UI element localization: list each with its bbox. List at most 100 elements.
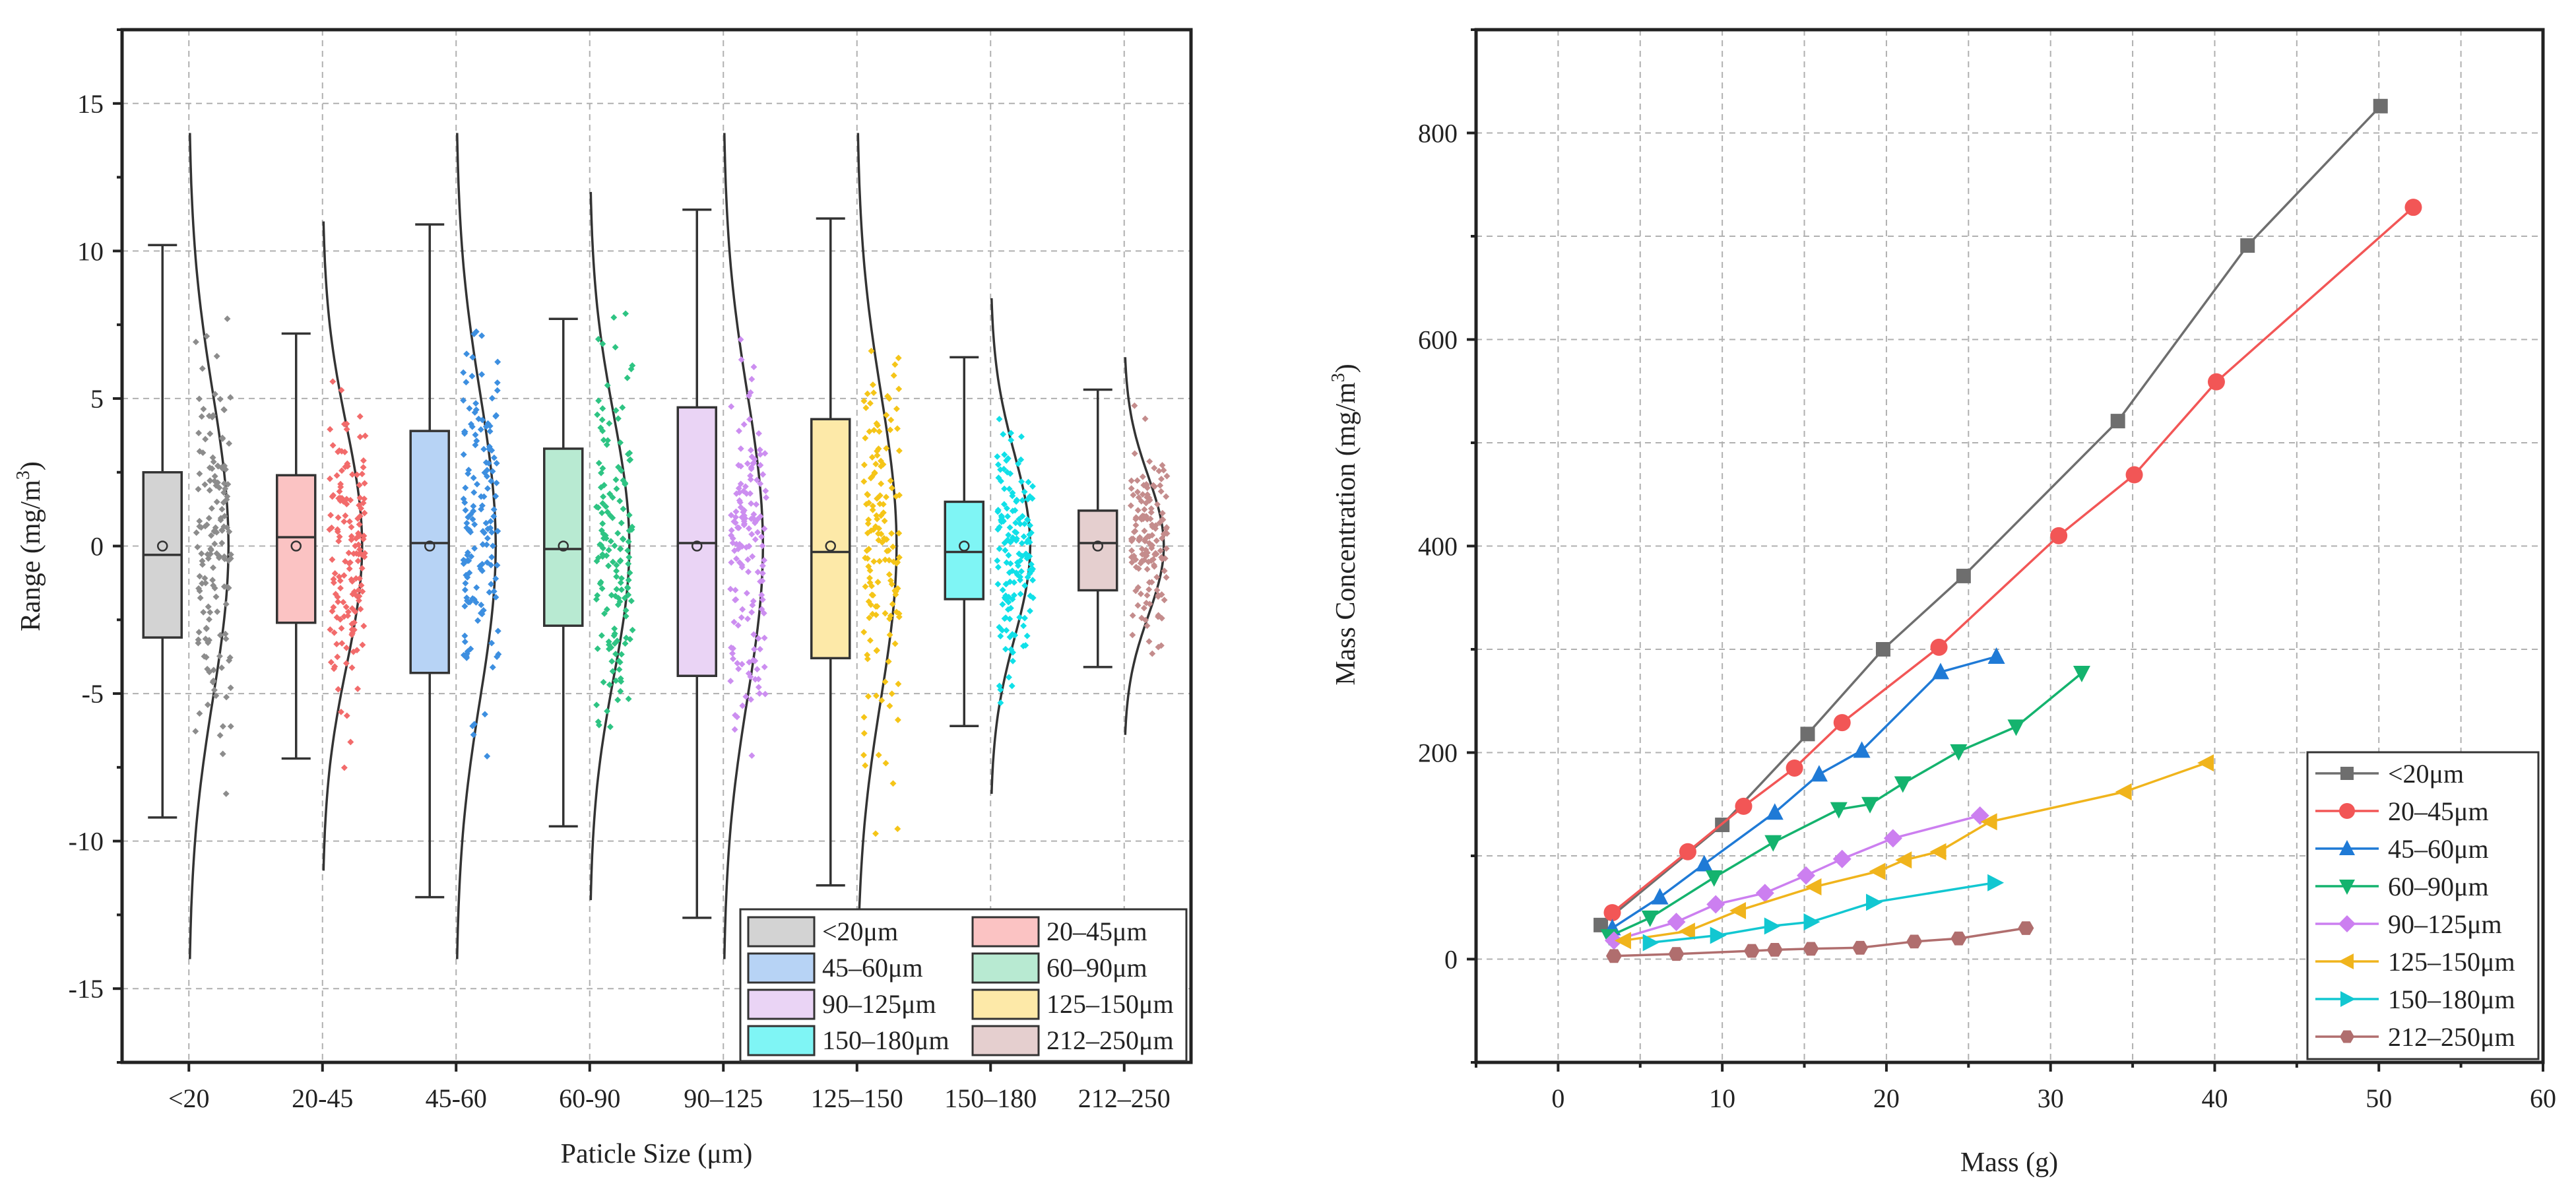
scatter-point <box>756 690 763 697</box>
scatter-point <box>996 682 1003 690</box>
scatter-point <box>625 560 632 567</box>
mean-marker <box>157 540 168 552</box>
scatter-point <box>338 639 346 647</box>
scatter-point <box>740 512 748 519</box>
scatter-point <box>626 635 633 643</box>
scatter-point <box>731 726 738 733</box>
scatter-point <box>860 478 868 485</box>
scatter-point <box>887 577 894 584</box>
scatter-point <box>873 692 880 699</box>
marker-triangle-up <box>1766 803 1784 820</box>
scatter-point <box>1157 482 1164 489</box>
marker-triangle-up <box>1853 741 1871 758</box>
scatter-point <box>342 603 350 610</box>
scatter-point <box>866 579 874 586</box>
scatter-point <box>869 381 876 389</box>
scatter-point <box>596 541 604 548</box>
scatter-point <box>609 514 616 521</box>
scatter-point <box>350 619 358 626</box>
scatter-point <box>1012 519 1019 527</box>
scatter-point <box>757 462 764 469</box>
scatter-point <box>734 524 741 531</box>
scatter-point <box>1017 456 1025 463</box>
scatter-point <box>1143 622 1151 630</box>
scatter-point <box>744 615 752 622</box>
scatter-point <box>1018 567 1025 575</box>
x-tick-label: 20-45 <box>292 1084 353 1113</box>
scatter-point <box>335 514 342 521</box>
scatter-point <box>329 378 337 385</box>
scatter-point <box>864 655 871 663</box>
scatter-point <box>461 632 468 639</box>
marker-triangle-up <box>1987 647 2005 664</box>
scatter-point <box>200 405 207 412</box>
scatter-point <box>329 556 336 563</box>
scatter-point <box>617 688 624 695</box>
legend-swatch <box>747 916 816 948</box>
scatter-point <box>866 637 874 644</box>
scatter-point <box>464 573 471 581</box>
scatter-point <box>604 437 612 444</box>
scatter-point <box>201 481 209 488</box>
scatter-point <box>1130 552 1138 560</box>
scatter-point <box>1163 493 1170 500</box>
scatter-point <box>470 507 477 515</box>
scatter-point <box>1159 462 1166 469</box>
scatter-point <box>1163 574 1170 581</box>
scatter-point <box>759 569 766 577</box>
scatter-point <box>1005 531 1012 538</box>
scatter-point <box>605 546 612 554</box>
scatter-point <box>996 523 1003 531</box>
scatter-point <box>219 750 226 758</box>
scatter-point <box>727 585 734 593</box>
scatter-point <box>860 713 868 721</box>
scatter-point <box>196 710 203 717</box>
scatter-point <box>614 415 622 422</box>
scatter-point <box>354 647 360 654</box>
scatter-point <box>761 663 768 670</box>
marker-triangle-left <box>1614 932 1631 950</box>
scatter-point <box>337 616 344 623</box>
violin-curve <box>856 133 898 959</box>
scatter-point <box>348 536 355 543</box>
scatter-point <box>460 397 467 404</box>
scatter-point <box>329 441 337 449</box>
scatter-point <box>1027 529 1035 536</box>
scatter-point <box>886 631 893 639</box>
marker-triangle-up <box>1695 855 1713 872</box>
scatter-point <box>606 723 614 730</box>
scatter-point <box>348 605 356 612</box>
scatter-point <box>1009 567 1016 575</box>
scatter-point <box>469 595 476 602</box>
scatter-point <box>348 664 356 671</box>
scatter-point <box>489 468 496 475</box>
scatter-point <box>465 513 472 521</box>
scatter-point <box>728 403 735 410</box>
series-line <box>1613 814 1981 942</box>
scatter-point <box>204 701 211 709</box>
x-tick-label: 30 <box>2038 1084 2064 1113</box>
scatter-point <box>870 389 878 397</box>
marker-hexagon <box>1852 940 1869 955</box>
scatter-point <box>493 412 499 419</box>
scatter-point <box>1152 525 1159 532</box>
box <box>409 430 450 674</box>
scatter-point <box>1027 522 1034 529</box>
scatter-point <box>1139 473 1146 480</box>
scatter-point <box>1013 537 1020 544</box>
scatter-point <box>1153 537 1160 544</box>
scatter-point <box>860 752 867 759</box>
scatter-point <box>1003 627 1010 634</box>
marker-circle <box>1833 714 1851 732</box>
scatter-point <box>728 527 735 534</box>
scatter-point <box>622 612 629 620</box>
scatter-point <box>1006 485 1013 492</box>
y-tick-label: 800 <box>1418 119 1458 148</box>
scatter-point <box>1004 505 1010 512</box>
scatter-point <box>218 505 226 513</box>
scatter-point <box>492 493 499 500</box>
scatter-point <box>759 577 766 585</box>
scatter-point <box>485 460 492 467</box>
scatter-point <box>1017 557 1024 564</box>
